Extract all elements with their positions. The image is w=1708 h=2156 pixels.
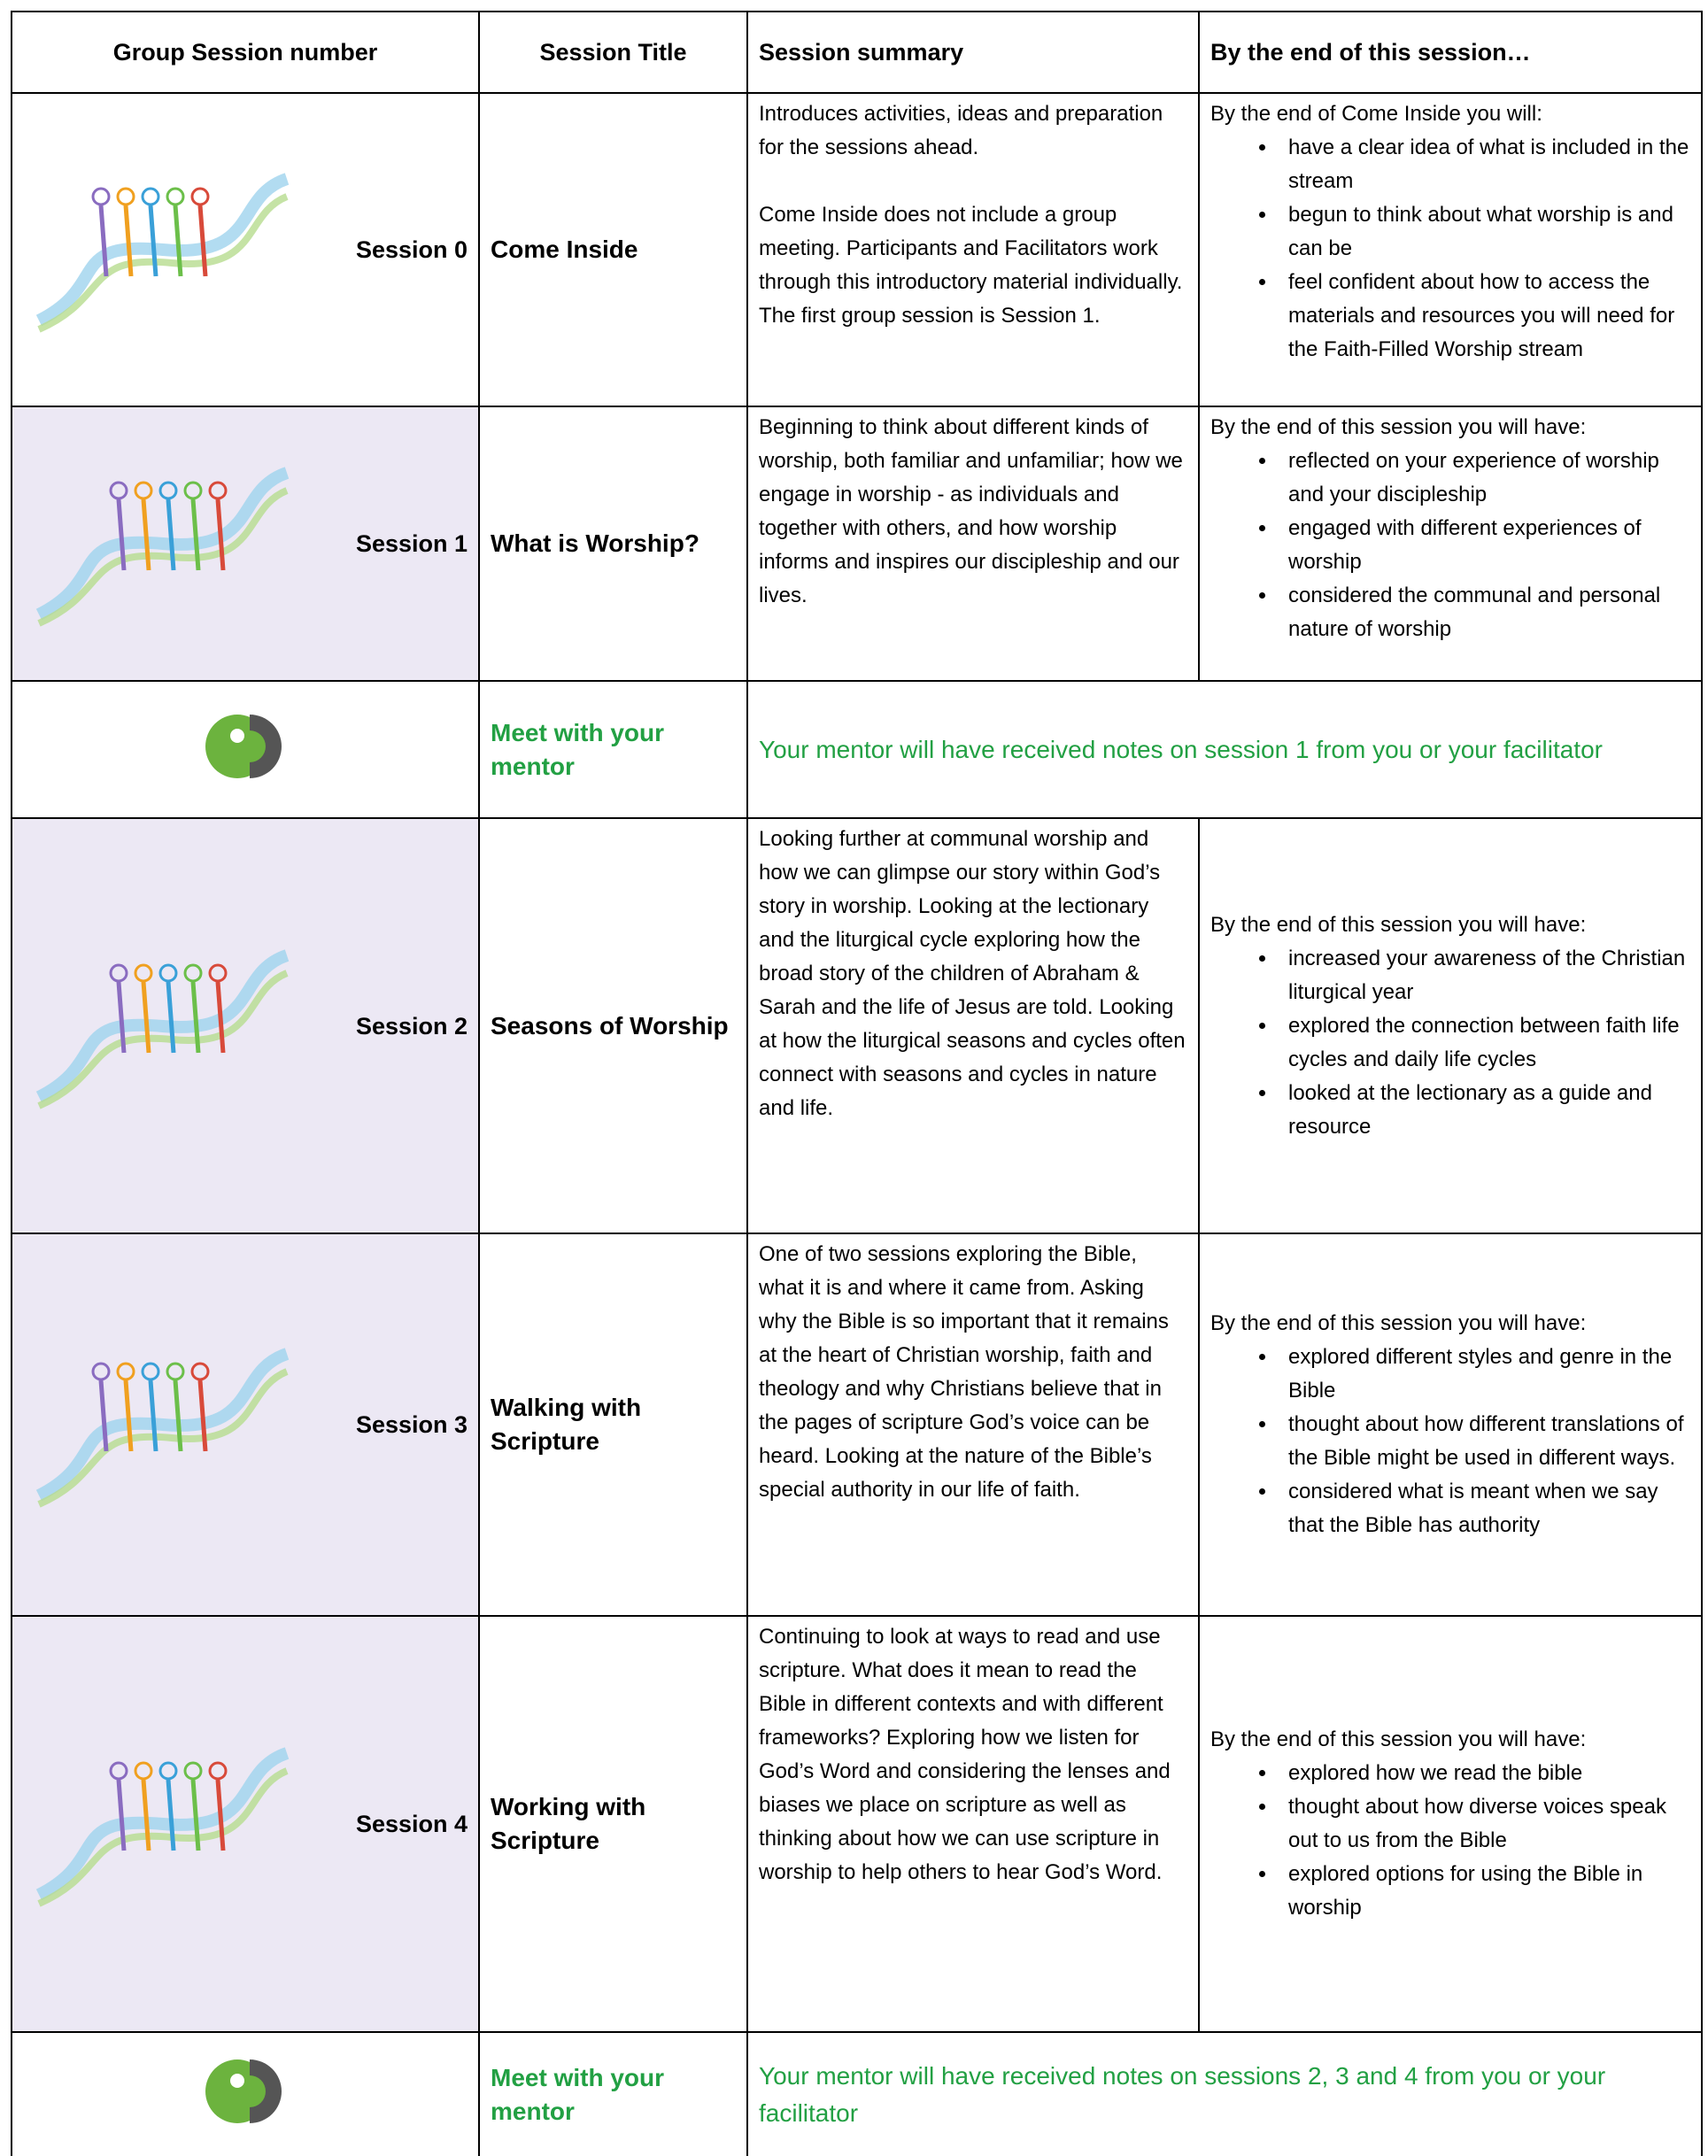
summary-text: One of two sessions exploring the Bible,… xyxy=(759,1242,1169,1502)
outcome-item: explored the connection between faith li… xyxy=(1278,1009,1690,1077)
column-header: Group Session number xyxy=(11,11,480,94)
summary-text: Continuing to look at ways to read and u… xyxy=(759,1625,1171,1884)
summary-text: Introduces activities, ideas and prepara… xyxy=(759,102,1163,159)
outcomes-cell: By the end of this session you will have… xyxy=(1198,1615,1703,2033)
summary-cell: Introduces activities, ideas and prepara… xyxy=(746,92,1200,407)
outcomes-intro: By the end of this session you will have… xyxy=(1210,1727,1587,1751)
summary-text: Looking further at communal worship and … xyxy=(759,827,1186,1120)
mentor-logo xyxy=(205,714,282,778)
session-number: Session 1 xyxy=(355,530,468,557)
session-number: Session 4 xyxy=(355,1811,468,1837)
outcomes-intro: By the end of Come Inside you will: xyxy=(1210,102,1542,126)
outcome-item: explored how we read the bible xyxy=(1278,1757,1690,1790)
session-cell: Session 0 xyxy=(11,92,480,407)
outcomes-intro: By the end of this session you will have… xyxy=(1210,415,1587,439)
mentor-title: Meet with your mentor xyxy=(478,2031,748,2156)
mentor-title: Meet with your mentor xyxy=(478,680,748,819)
outcomes-list: have a clear idea of what is included in… xyxy=(1210,131,1690,367)
outcome-item: engaged with different experiences of wo… xyxy=(1278,512,1690,579)
outcome-item: thought about how different translations… xyxy=(1278,1408,1690,1475)
outcome-item: thought about how diverse voices speak o… xyxy=(1278,1790,1690,1858)
table-row: Meet with your mentor Your mentor will ha… xyxy=(11,680,1703,819)
illustration xyxy=(35,467,290,627)
outcome-item: have a clear idea of what is included in… xyxy=(1278,131,1690,198)
outcome-item: increased your awareness of the Christia… xyxy=(1278,942,1690,1009)
outcome-item: looked at the lectionary as a guide and … xyxy=(1278,1077,1690,1144)
mentor-note: Your mentor will have received notes on … xyxy=(746,2031,1703,2156)
table-row: Session 1 What is Worship? Beginning to th… xyxy=(11,406,1703,682)
session-cell: Session 3 xyxy=(11,1233,480,1617)
table-row: Session 3 Walking with Scripture One of tw… xyxy=(11,1233,1703,1617)
outcomes-intro: By the end of this session you will have… xyxy=(1210,1311,1587,1335)
mentor-logo xyxy=(205,2059,282,2123)
illustration xyxy=(35,1348,290,1508)
outcome-item: begun to think about what worship is and… xyxy=(1278,198,1690,266)
session-table: Group Session number Session Title Sessi… xyxy=(11,11,1703,2156)
session-number: Session 2 xyxy=(355,1012,468,1039)
outcome-item: explored options for using the Bible in … xyxy=(1278,1858,1690,1925)
summary-text: Beginning to think about different kinds… xyxy=(759,415,1183,607)
illustration xyxy=(35,173,290,333)
outcome-item: feel confident about how to access the m… xyxy=(1278,266,1690,367)
outcomes-list: explored different styles and genre in t… xyxy=(1210,1341,1690,1542)
column-header: Session Title xyxy=(478,11,748,94)
header-row: Group Session number Session Title Sessi… xyxy=(11,11,1703,94)
session-cell: Session 1 xyxy=(11,406,480,682)
summary-cell: Beginning to think about different kinds… xyxy=(746,406,1200,682)
illustration xyxy=(35,948,290,1109)
session-title: Come Inside xyxy=(478,92,748,407)
table-row: Session 2 Seasons of Worship Looking furth… xyxy=(11,817,1703,1234)
table-row: Session 4 Working with Scripture Continuin… xyxy=(11,1615,1703,2033)
session-number: Session 0 xyxy=(355,236,468,263)
session-number: Session 3 xyxy=(355,1411,468,1438)
outcomes-list: increased your awareness of the Christia… xyxy=(1210,942,1690,1144)
outcomes-intro: By the end of this session you will have… xyxy=(1210,912,1587,937)
outcome-item: considered the communal and personal nat… xyxy=(1278,579,1690,646)
summary-cell: Looking further at communal worship and … xyxy=(746,817,1200,1234)
session-cell: Session 4 xyxy=(11,1615,480,2033)
session-cell: Session 2 xyxy=(11,817,480,1234)
column-header: By the end of this session… xyxy=(1198,11,1703,94)
session-title: Seasons of Worship xyxy=(478,817,748,1234)
outcome-item: explored different styles and genre in t… xyxy=(1278,1341,1690,1408)
session-title: Working with Scripture xyxy=(478,1615,748,2033)
summary-cell: One of two sessions exploring the Bible,… xyxy=(746,1233,1200,1617)
column-header: Session summary xyxy=(746,11,1200,94)
outcome-item: considered what is meant when we say tha… xyxy=(1278,1475,1690,1542)
outcomes-list: explored how we read the biblethought ab… xyxy=(1210,1757,1690,1925)
session-title: What is Worship? xyxy=(478,406,748,682)
summary-text: Come Inside does not include a group mee… xyxy=(759,203,1183,328)
illustration xyxy=(35,1747,290,1907)
table-row: Meet with your mentor Your mentor will ha… xyxy=(11,2031,1703,2156)
logo-cell xyxy=(11,680,480,819)
summary-cell: Continuing to look at ways to read and u… xyxy=(746,1615,1200,2033)
session-title: Walking with Scripture xyxy=(478,1233,748,1617)
outcomes-cell: By the end of this session you will have… xyxy=(1198,817,1703,1234)
outcomes-cell: By the end of Come Inside you will: have … xyxy=(1198,92,1703,407)
outcomes-cell: By the end of this session you will have… xyxy=(1198,406,1703,682)
outcomes-list: reflected on your experience of worship … xyxy=(1210,444,1690,646)
mentor-note: Your mentor will have received notes on … xyxy=(746,680,1703,819)
logo-cell xyxy=(11,2031,480,2156)
table-row: Session 0 Come Inside Introduces activitie… xyxy=(11,92,1703,407)
outcome-item: reflected on your experience of worship … xyxy=(1278,444,1690,512)
outcomes-cell: By the end of this session you will have… xyxy=(1198,1233,1703,1617)
